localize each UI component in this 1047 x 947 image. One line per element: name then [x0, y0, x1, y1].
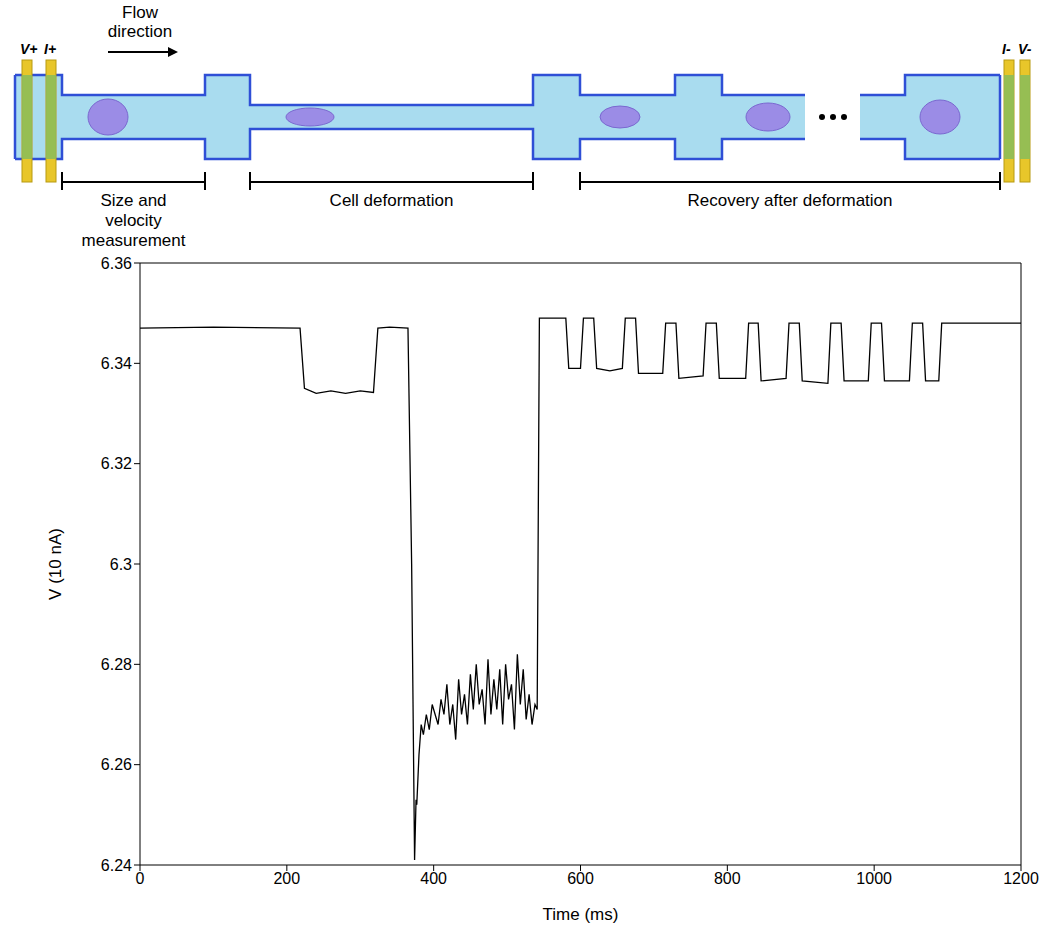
svg-text:6.3: 6.3 — [110, 556, 132, 573]
svg-text:800: 800 — [714, 870, 741, 887]
svg-text:Time (ms): Time (ms) — [543, 905, 619, 924]
svg-text:V+: V+ — [20, 41, 38, 57]
svg-text:600: 600 — [567, 870, 594, 887]
svg-text:V-: V- — [1018, 41, 1032, 57]
svg-text:direction: direction — [108, 22, 172, 41]
svg-text:200: 200 — [273, 870, 300, 887]
svg-text:Cell deformation: Cell deformation — [330, 191, 454, 210]
svg-text:Size and: Size and — [100, 191, 166, 210]
svg-text:6.26: 6.26 — [101, 756, 132, 773]
svg-text:measurement: measurement — [82, 231, 186, 250]
svg-text:I+: I+ — [44, 41, 56, 57]
svg-text:6.32: 6.32 — [101, 455, 132, 472]
svg-text:0: 0 — [136, 870, 145, 887]
svg-text:Recovery after deformation: Recovery after deformation — [687, 191, 892, 210]
svg-text:velocity: velocity — [105, 211, 162, 230]
svg-text:6.34: 6.34 — [101, 355, 132, 372]
svg-text:6.24: 6.24 — [101, 857, 132, 874]
svg-text:V (10 nA): V (10 nA) — [46, 528, 65, 600]
svg-text:Flow: Flow — [122, 3, 159, 22]
svg-text:400: 400 — [420, 870, 447, 887]
svg-text:6.36: 6.36 — [101, 255, 132, 272]
svg-text:1200: 1200 — [1003, 870, 1039, 887]
svg-text:I-: I- — [1002, 41, 1011, 57]
svg-text:1000: 1000 — [856, 870, 892, 887]
svg-text:6.28: 6.28 — [101, 656, 132, 673]
